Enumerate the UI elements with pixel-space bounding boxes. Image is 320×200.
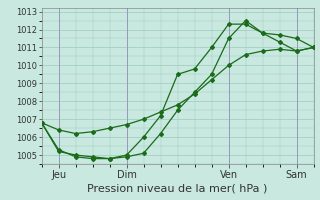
X-axis label: Pression niveau de la mer( hPa ): Pression niveau de la mer( hPa ) — [87, 184, 268, 194]
